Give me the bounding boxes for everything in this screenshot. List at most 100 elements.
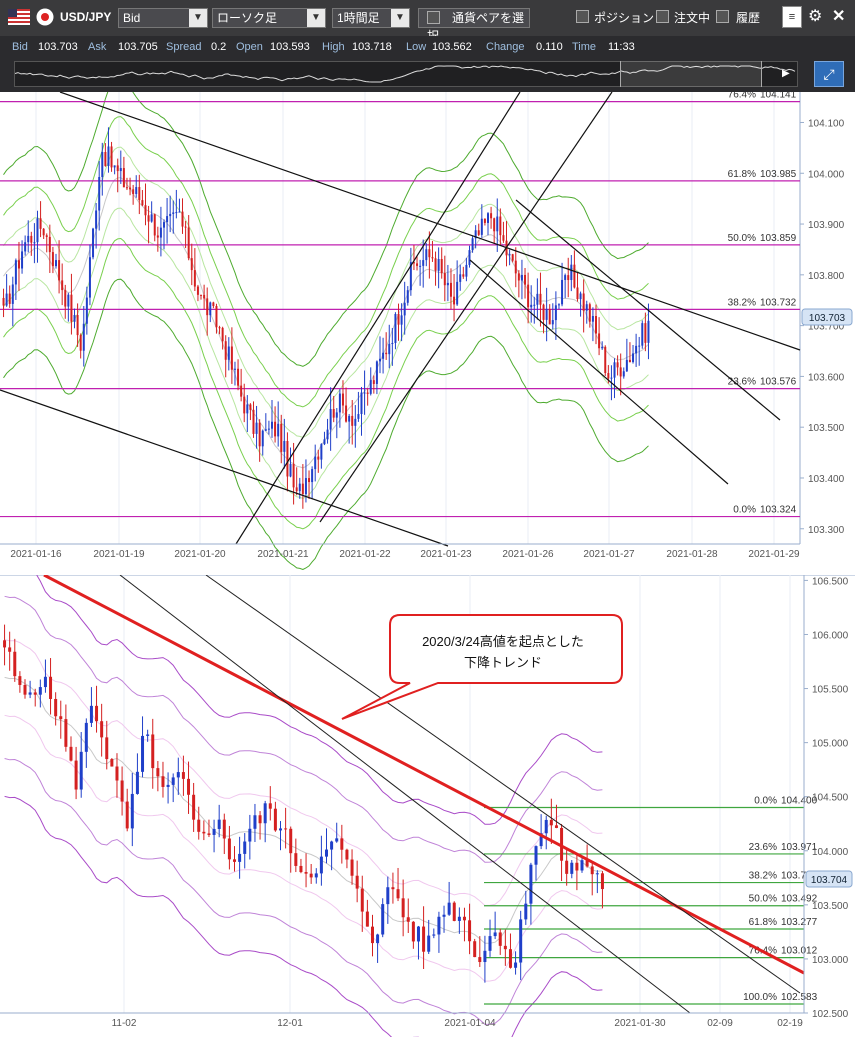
candle-body xyxy=(299,865,303,873)
candle-body xyxy=(508,949,512,968)
chart-type-select[interactable]: ローソク足 ▼ xyxy=(212,8,326,28)
candle-body xyxy=(59,716,63,720)
fib-level-pct: 61.8% xyxy=(749,917,777,928)
candle-body xyxy=(54,698,58,717)
candle-body xyxy=(110,146,113,168)
candle-body xyxy=(514,962,518,968)
y-tick-label: 105.000 xyxy=(812,739,849,750)
candle-body xyxy=(477,230,480,235)
navigator-range-handle[interactable] xyxy=(620,61,762,87)
candle-body xyxy=(409,262,412,291)
candle-body xyxy=(382,352,385,359)
candle-body xyxy=(138,187,141,201)
candle-body xyxy=(401,898,405,918)
candle-body xyxy=(33,692,37,695)
trend-line[interactable] xyxy=(515,199,781,421)
candle-body xyxy=(350,859,354,876)
bollinger-band-lower xyxy=(3,207,649,499)
candle-body xyxy=(243,396,246,414)
candle-body xyxy=(79,751,83,790)
pair-label[interactable]: USD/JPY xyxy=(60,10,112,24)
candle-body xyxy=(320,444,323,460)
candle-body xyxy=(69,746,73,761)
candle-body xyxy=(301,483,304,495)
expand-chart-button[interactable]: ⤢ xyxy=(814,61,844,87)
candle-body xyxy=(579,293,582,300)
candle-body xyxy=(141,735,145,772)
candle-body xyxy=(473,941,477,958)
quote-label: Ask xyxy=(88,41,107,53)
candle-body xyxy=(147,215,150,222)
candle-body xyxy=(548,309,551,325)
candle-body xyxy=(345,405,348,422)
candle-body xyxy=(222,819,226,839)
x-tick-label: 2021-01-16 xyxy=(10,549,62,560)
candle-body xyxy=(471,238,474,251)
candle-body xyxy=(462,274,465,277)
y-tick-label: 103.500 xyxy=(812,901,849,912)
candle-body xyxy=(187,227,190,259)
candle-body xyxy=(200,294,203,296)
candle-body xyxy=(601,346,604,349)
quote-value: 103.703 xyxy=(38,41,78,53)
candle-body xyxy=(554,305,557,321)
chart-daily[interactable]: 0.0% 104.400 23.6% 103.971 38.2% 103.706 50.0%… xyxy=(0,575,855,1037)
timeframe-select[interactable]: 1時間足 ▼ xyxy=(332,8,410,28)
channel-line[interactable] xyxy=(119,575,691,1014)
candle-body xyxy=(166,216,169,223)
candle-body xyxy=(119,168,122,172)
candle-body xyxy=(600,873,604,890)
candle-body xyxy=(13,651,17,677)
candle-body xyxy=(311,469,314,483)
fib-level-price: 102.583 xyxy=(781,992,818,1003)
fib-level-pct: 61.8% xyxy=(728,169,756,180)
candle-body xyxy=(33,242,36,244)
candle-body xyxy=(524,274,527,285)
channel-line[interactable] xyxy=(205,575,801,994)
candle-body xyxy=(533,304,536,306)
chevron-down-icon: ▼ xyxy=(189,9,207,27)
chart-type-value: ローソク足 xyxy=(217,11,278,25)
candle-body xyxy=(411,921,415,942)
fib-level-price: 103.492 xyxy=(781,894,818,905)
candle-body xyxy=(308,478,311,483)
trend-line[interactable] xyxy=(235,92,521,545)
candle-body xyxy=(55,260,57,267)
trend-line[interactable] xyxy=(469,259,729,485)
candle-body xyxy=(483,950,487,963)
candle-body xyxy=(209,302,212,316)
select-pair-button[interactable]: 通貨ペアを選択 xyxy=(418,8,530,43)
candle-body xyxy=(273,808,277,831)
candle-body xyxy=(258,422,261,447)
trend-line[interactable] xyxy=(59,92,801,351)
candle-body xyxy=(230,346,233,370)
trend-line[interactable] xyxy=(0,389,449,547)
chart-hourly[interactable]: 76.4% 104.141 61.8% 103.985 50.0% 103.859 38.2… xyxy=(0,92,855,570)
candle-body xyxy=(576,287,579,300)
history-checkbox[interactable] xyxy=(716,10,729,23)
position-checkbox[interactable] xyxy=(576,10,589,23)
candle-body xyxy=(502,235,505,241)
bollinger-band-upper xyxy=(3,92,649,367)
candle-body xyxy=(104,151,107,166)
trend-line[interactable] xyxy=(319,92,613,523)
price-type-select[interactable]: Bid ▼ xyxy=(118,8,208,28)
gear-icon[interactable]: ⚙ xyxy=(808,8,823,25)
fib-level-price: 103.706 xyxy=(781,871,818,882)
candle-body xyxy=(150,214,153,222)
candle-body xyxy=(503,945,507,950)
close-icon[interactable]: ✕ xyxy=(832,8,846,25)
orders-label: 注文中 xyxy=(674,11,711,25)
candle-body xyxy=(3,640,7,648)
navigator-arrow-right-icon[interactable]: ▶ xyxy=(782,68,790,79)
orders-checkbox[interactable] xyxy=(656,10,669,23)
candle-body xyxy=(428,249,431,258)
y-tick-label: 102.500 xyxy=(812,1009,849,1020)
candle-body xyxy=(237,368,240,386)
candle-body xyxy=(181,772,185,779)
candle-body xyxy=(330,841,334,850)
candle-body xyxy=(261,430,264,447)
indicator-icon[interactable]: ≡ xyxy=(782,6,802,28)
candle-body xyxy=(453,296,456,305)
navigator-track[interactable] xyxy=(14,61,798,87)
